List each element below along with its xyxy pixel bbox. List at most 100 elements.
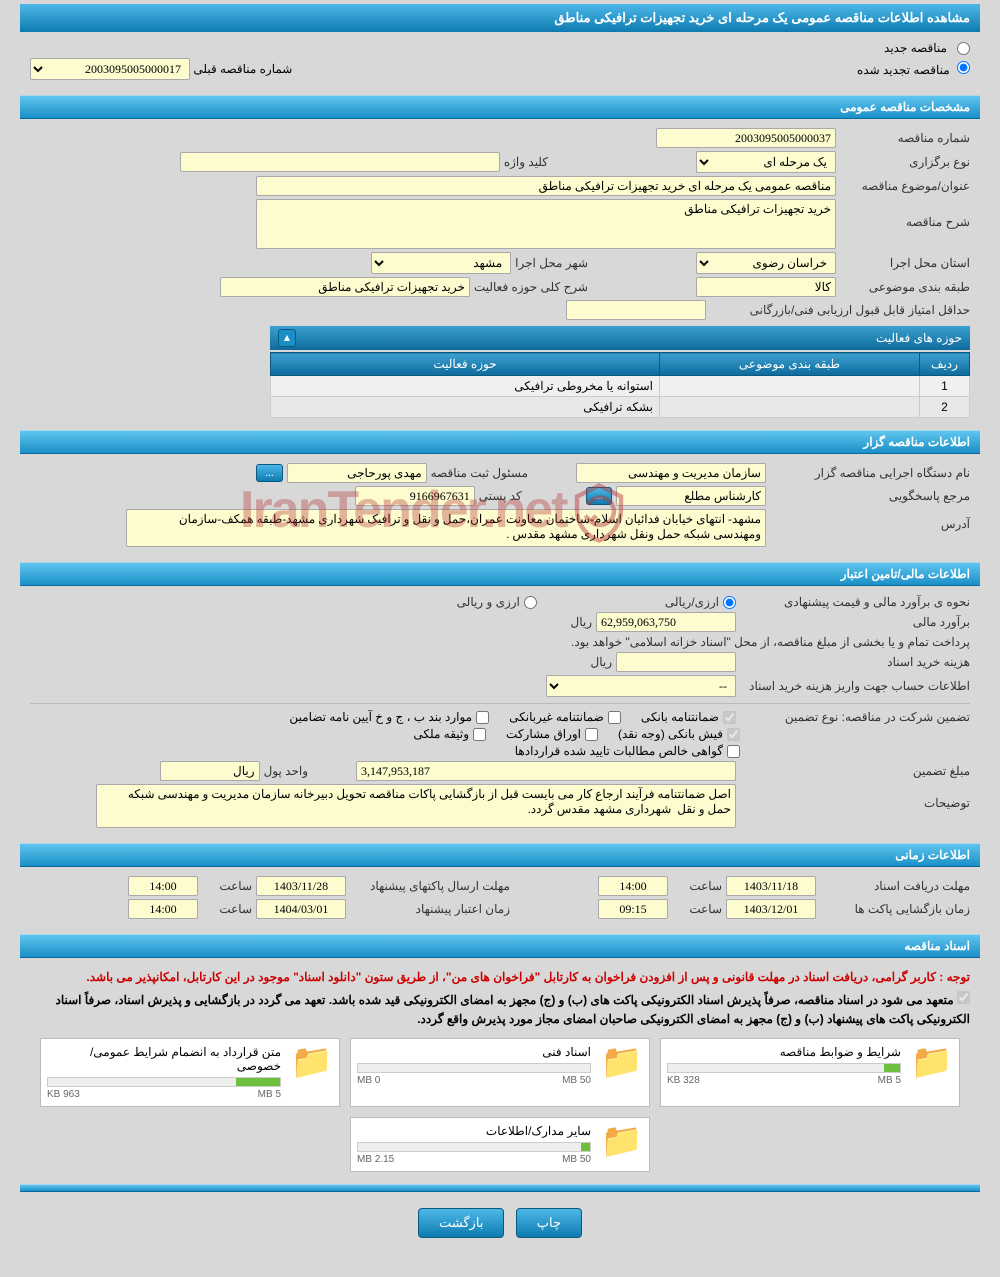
chk-bylaw[interactable] xyxy=(476,711,489,724)
chk-securities[interactable] xyxy=(585,728,598,741)
postal-label: کد پستی xyxy=(479,489,522,503)
address-textarea[interactable]: مشهد- انتهای خیابان فدائیان اسلام-ساختما… xyxy=(126,509,766,547)
radio-new-tender[interactable] xyxy=(957,42,970,55)
packet-send-date[interactable] xyxy=(256,876,346,896)
chk-bank-receipt-label: فیش بانکی (وجه نقد) xyxy=(618,727,723,741)
doc-receipt-label: مهلت دریافت اسناد xyxy=(820,879,970,893)
table-row: 2 بشکه ترافیکی xyxy=(271,397,970,418)
opening-date[interactable] xyxy=(726,899,816,919)
col-activity: حوزه فعالیت xyxy=(271,353,660,376)
doc-notice-1: توجه : کاربر گرامی، دریافت اسناد در مهلت… xyxy=(30,968,970,987)
progress-bar xyxy=(357,1063,591,1073)
desc-label: شرح مناقصه xyxy=(840,199,970,229)
city-select[interactable]: مشهد xyxy=(371,252,511,274)
validity-date[interactable] xyxy=(256,899,346,919)
postal-input[interactable] xyxy=(355,486,475,506)
doc-name: سایر مدارک/اطلاعات xyxy=(357,1124,591,1138)
chk-commitment[interactable] xyxy=(957,991,970,1004)
folder-icon: 📁 xyxy=(909,1045,953,1081)
responder-label: مرجع پاسخگویی xyxy=(770,489,970,503)
chk-bank-guarantee[interactable] xyxy=(723,711,736,724)
registrar-more-button[interactable]: ... xyxy=(256,464,282,482)
activity-scope-input[interactable] xyxy=(220,277,470,297)
back-button[interactable]: بازگشت xyxy=(418,1208,504,1238)
keyword-label: کلید واژه xyxy=(504,155,548,169)
responder-input[interactable] xyxy=(616,486,766,506)
radio-renewed-tender[interactable] xyxy=(957,61,970,74)
radio-rial-fx2-label: ارزی و ریالی xyxy=(457,595,520,609)
account-select[interactable]: -- xyxy=(546,675,736,697)
col-row: ردیف xyxy=(920,353,970,376)
chk-nonbank-guarantee[interactable] xyxy=(608,711,621,724)
packet-send-time[interactable] xyxy=(128,876,198,896)
guarantee-type-label: تضمین شرکت در مناقصه: نوع تضمین xyxy=(740,710,970,724)
section-financial-header: اطلاعات مالی/تامین اعتبار xyxy=(20,562,980,586)
footer-divider xyxy=(20,1184,980,1192)
activity-table: ردیف طبقه بندی موضوعی حوزه فعالیت 1 استو… xyxy=(270,352,970,418)
address-label: آدرس xyxy=(770,509,970,531)
chk-securities-label: اوراق مشارکت xyxy=(506,727,581,741)
validity-label: زمان اعتبار پیشنهاد xyxy=(350,902,510,916)
radio-rial-fx2[interactable] xyxy=(524,596,537,609)
doc-card[interactable]: 📁 شرایط و ضوابط مناقصه 5 MB328 KB xyxy=(660,1038,960,1107)
chk-claims-label: گواهی خالص مطالبات تایید شده قراردادها xyxy=(515,744,723,758)
section-organizer-header: اطلاعات مناقصه گزار xyxy=(20,430,980,454)
doc-card[interactable]: 📁 متن قرارداد به انضمام شرایط عمومی/خصوص… xyxy=(40,1038,340,1107)
unit-input[interactable] xyxy=(160,761,260,781)
doc-used: 963 KB xyxy=(47,1089,80,1100)
estimate-input[interactable] xyxy=(596,612,736,632)
col-category: طبقه بندی موضوعی xyxy=(660,353,920,376)
doc-fee-unit: ریال xyxy=(590,655,612,669)
doc-name: شرایط و ضوابط مناقصه xyxy=(667,1045,901,1059)
type-label: نوع برگزاری xyxy=(840,155,970,169)
payment-note: پرداخت تمام و یا بخشی از مبلغ مناقصه، از… xyxy=(571,635,970,649)
chk-bank-guarantee-label: ضمانتنامه بانکی xyxy=(641,710,719,724)
desc-textarea[interactable]: خرید تجهیزات ترافیکی مناطق xyxy=(256,199,836,249)
print-button[interactable]: چاپ xyxy=(516,1208,582,1238)
validity-time[interactable] xyxy=(128,899,198,919)
section-timing-header: اطلاعات زمانی xyxy=(20,843,980,867)
keyword-input[interactable] xyxy=(180,152,500,172)
collapse-icon[interactable]: ▴ xyxy=(278,329,296,347)
org-name-input[interactable] xyxy=(576,463,766,483)
subject-label: عنوان/موضوع مناقصه xyxy=(840,179,970,193)
opening-time[interactable] xyxy=(598,899,668,919)
type-select[interactable]: یک مرحله ای xyxy=(696,151,836,173)
notes-textarea[interactable]: اصل ضمانتنامه فرآیند ارجاع کار می بایست … xyxy=(96,784,736,828)
tender-no-label: شماره مناقصه xyxy=(840,131,970,145)
notes-label: توضیحات xyxy=(740,784,970,810)
doc-total: 50 MB xyxy=(562,1075,591,1086)
doc-fee-label: هزینه خرید اسناد xyxy=(740,655,970,669)
registrar-label: مسئول ثبت مناقصه xyxy=(431,466,528,480)
doc-used: 0 MB xyxy=(357,1075,380,1086)
chk-bank-receipt[interactable] xyxy=(727,728,740,741)
doc-card[interactable]: 📁 اسناد فنی 50 MB0 MB xyxy=(350,1038,650,1107)
category-input[interactable] xyxy=(696,277,836,297)
province-label: استان محل اجرا xyxy=(840,256,970,270)
doc-receipt-time[interactable] xyxy=(598,876,668,896)
min-score-label: حداقل امتیاز قابل قبول ارزیابی فنی/بازرگ… xyxy=(710,303,970,317)
tender-no-input[interactable] xyxy=(656,128,836,148)
account-label: اطلاعات حساب جهت واریز هزینه خرید اسناد xyxy=(740,679,970,693)
hour-label-2: ساعت xyxy=(202,879,252,893)
section-general-header: مشخصات مناقصه عمومی xyxy=(20,95,980,119)
radio-rial-fx[interactable] xyxy=(723,596,736,609)
folder-icon: 📁 xyxy=(289,1045,333,1081)
doc-card[interactable]: 📁 سایر مدارک/اطلاعات 50 MB2.15 MB xyxy=(350,1117,650,1172)
activity-table-header: حوزه های فعالیت ▴ xyxy=(270,326,970,350)
doc-fee-input[interactable] xyxy=(616,652,736,672)
doc-receipt-date[interactable] xyxy=(726,876,816,896)
min-score-input[interactable] xyxy=(566,300,706,320)
chk-property[interactable] xyxy=(473,728,486,741)
estimate-unit: ریال xyxy=(570,615,592,629)
progress-bar xyxy=(667,1063,901,1073)
subject-input[interactable] xyxy=(256,176,836,196)
registrar-input[interactable] xyxy=(287,463,427,483)
radio-rial-fx-label: ارزی/ریالی xyxy=(665,595,719,609)
chk-claims[interactable] xyxy=(727,745,740,758)
guarantee-amount-input[interactable] xyxy=(356,761,736,781)
estimate-label: برآورد مالی xyxy=(740,615,970,629)
responder-more-button[interactable]: ... xyxy=(586,487,612,505)
province-select[interactable]: خراسان رضوی xyxy=(696,252,836,274)
prev-tender-select[interactable]: 2003095005000017 xyxy=(30,58,190,80)
